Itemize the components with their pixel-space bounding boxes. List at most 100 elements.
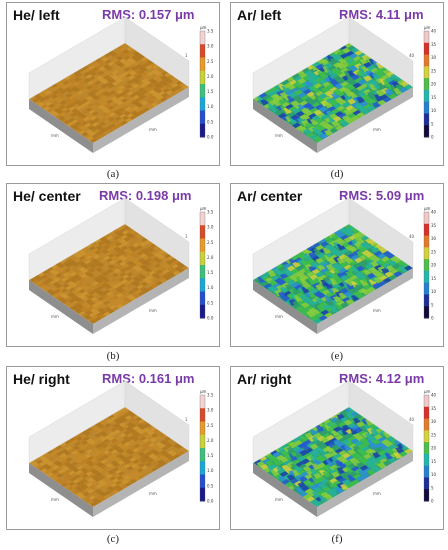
surface-texture-cell bbox=[157, 84, 165, 89]
surface-texture-cell bbox=[88, 65, 96, 70]
surface-texture-cell bbox=[293, 271, 303, 277]
surface-texture-cell bbox=[162, 258, 171, 264]
surface-texture-cell bbox=[78, 107, 86, 113]
colorbar-segment bbox=[200, 70, 205, 85]
surface-texture-cell bbox=[78, 311, 86, 316]
surface-texture-cell bbox=[90, 252, 98, 258]
surface-texture-cell bbox=[113, 54, 121, 60]
surface-texture-cell bbox=[53, 288, 61, 294]
surface-texture-cell bbox=[130, 110, 139, 116]
surface-texture-cell bbox=[334, 475, 344, 481]
surface-texture-cell bbox=[361, 94, 371, 101]
surface-texture-cell bbox=[126, 102, 134, 107]
surface-texture-cell bbox=[81, 451, 89, 457]
surface-texture-cell bbox=[61, 118, 69, 123]
surface-texture-cell bbox=[101, 238, 109, 243]
surface-texture-cell bbox=[107, 447, 115, 453]
surface-texture-cell bbox=[103, 300, 111, 306]
surface-texture-cell bbox=[74, 441, 82, 447]
surface-texture-cell bbox=[352, 109, 362, 116]
surface-texture-cell bbox=[42, 463, 50, 469]
surface-texture-cell bbox=[46, 277, 54, 283]
surface-texture-cell bbox=[130, 88, 139, 94]
surface-texture-cell bbox=[82, 116, 91, 122]
surface-texture-cell bbox=[338, 477, 348, 484]
surface-texture-cell bbox=[293, 465, 303, 473]
surface-texture-cell bbox=[79, 433, 88, 439]
surface-texture-cell bbox=[77, 112, 85, 118]
surface-texture-cell bbox=[107, 436, 115, 442]
surface-texture-cell bbox=[95, 461, 104, 467]
surface-texture-cell bbox=[77, 454, 85, 459]
surface-texture-cell bbox=[285, 269, 294, 277]
surface-texture-cell bbox=[329, 477, 339, 484]
surface-texture-cell bbox=[293, 89, 303, 96]
surface-texture-cell bbox=[146, 93, 155, 99]
surface-back-wall bbox=[124, 197, 190, 269]
surface-texture-cell bbox=[74, 121, 82, 127]
surface-texture-cell bbox=[91, 281, 99, 287]
surface-texture-cell bbox=[302, 283, 312, 290]
surface-texture-cell bbox=[113, 257, 121, 263]
surface-texture-cell bbox=[334, 278, 344, 285]
surface-texture-cell bbox=[82, 71, 91, 77]
surface-texture-cell bbox=[68, 287, 76, 293]
surface-texture-cell bbox=[119, 455, 127, 461]
surface-texture-cell bbox=[107, 287, 115, 292]
surface-texture-cell bbox=[120, 109, 128, 115]
surface-texture-cell bbox=[90, 319, 98, 324]
surface-texture-cell bbox=[34, 100, 43, 105]
colorbar-tick-label: 5 bbox=[431, 302, 434, 307]
surface-texture-cell bbox=[100, 481, 108, 487]
surface-texture-cell bbox=[77, 260, 85, 265]
surface-texture-cell bbox=[152, 75, 160, 81]
surface-texture-cell bbox=[148, 78, 156, 84]
surface-texture-cell bbox=[77, 293, 85, 299]
surface-texture-cell bbox=[77, 249, 85, 254]
surface-texture-cell bbox=[45, 454, 53, 460]
surface-texture-cell bbox=[104, 70, 112, 76]
surface-texture-cell bbox=[311, 255, 321, 262]
surface-texture-cell bbox=[117, 471, 125, 476]
surface-texture-cell bbox=[107, 264, 115, 270]
surface-texture-cell bbox=[359, 279, 369, 287]
surface-texture-cell bbox=[63, 301, 72, 306]
surface-texture-cell bbox=[68, 276, 76, 282]
colorbar-segment bbox=[424, 442, 429, 455]
surface-texture-cell bbox=[338, 99, 348, 106]
surface-texture-cell bbox=[343, 460, 353, 467]
surface-texture-cell bbox=[133, 68, 141, 73]
surface-texture-cell bbox=[154, 252, 162, 257]
surface-texture-cell bbox=[46, 266, 54, 272]
surface-texture-cell bbox=[125, 459, 133, 465]
surface-texture-cell bbox=[143, 455, 152, 461]
surface-texture-cell bbox=[78, 255, 86, 261]
surface-texture-cell bbox=[101, 112, 109, 118]
surface-texture-cell bbox=[66, 441, 75, 447]
surface-texture-cell bbox=[91, 430, 99, 436]
surface-side-left bbox=[253, 280, 317, 334]
surface-texture-cell bbox=[283, 290, 293, 297]
surface-texture-cell bbox=[123, 236, 131, 242]
colorbar-segment bbox=[200, 31, 205, 45]
surface-texture-cell bbox=[50, 275, 59, 281]
surface-texture-cell bbox=[161, 262, 169, 268]
surface-texture-cell bbox=[59, 89, 67, 95]
surface-texture-cell bbox=[304, 110, 314, 117]
surface-texture-cell bbox=[93, 62, 101, 68]
surface-texture-cell bbox=[142, 96, 150, 102]
surface-texture-cell bbox=[68, 117, 76, 123]
surface-texture-cell bbox=[352, 460, 362, 467]
surface-texture-cell bbox=[338, 292, 348, 300]
surface-texture-cell bbox=[123, 88, 131, 94]
surface-texture-cell bbox=[87, 433, 95, 439]
surface-texture-cell bbox=[84, 453, 92, 459]
surface-texture-cell bbox=[308, 113, 317, 119]
surface-texture-cell bbox=[119, 91, 127, 97]
surface-texture-cell bbox=[93, 460, 101, 465]
surface-texture-cell bbox=[58, 457, 66, 463]
surface-texture-cell bbox=[127, 289, 136, 295]
surface-texture-cell bbox=[154, 274, 162, 280]
surface-texture-cell bbox=[59, 453, 67, 458]
